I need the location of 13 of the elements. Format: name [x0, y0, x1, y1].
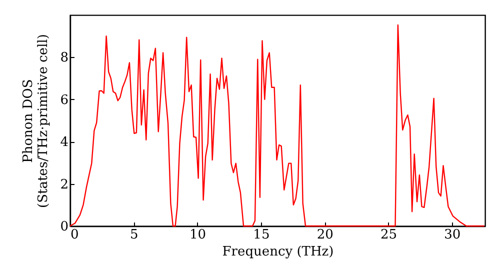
- y-tick-label: 2: [60, 177, 68, 192]
- x-tick-label: 30: [444, 228, 461, 242]
- x-tick-label: 0: [70, 228, 79, 242]
- x-axis-title: Frequency (THz): [222, 244, 334, 260]
- x-tick-label: 5: [130, 228, 138, 242]
- x-tick-label: 20: [316, 228, 334, 242]
- x-tick-label: 15: [253, 228, 270, 242]
- y-tick-label: 8: [60, 50, 68, 66]
- x-tick-label: 25: [380, 228, 398, 242]
- x-tick-label: 10: [190, 228, 206, 242]
- y-tick-label: 4: [60, 135, 68, 150]
- y-tick-label: 6: [60, 92, 68, 108]
- y-axis-title: Phonon DOS (States/THz·primitive cell): [21, 34, 52, 208]
